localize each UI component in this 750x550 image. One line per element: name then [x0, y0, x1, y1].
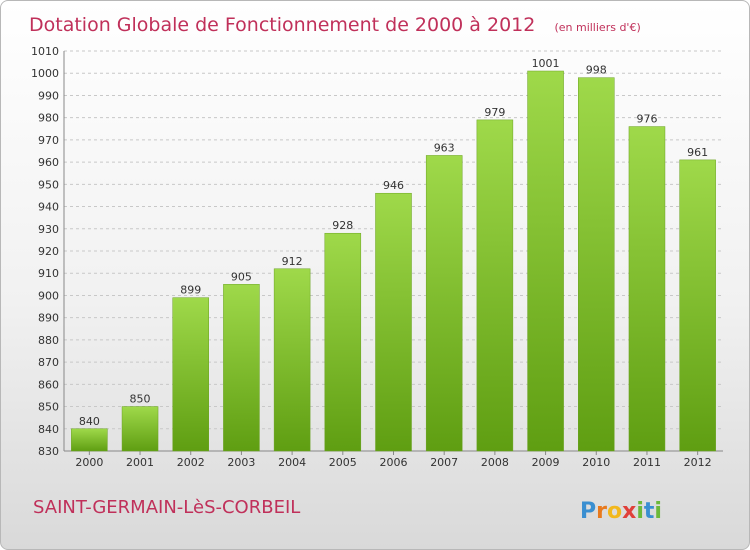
bar-2001 [121, 406, 159, 452]
y-tick-label: 980 [38, 112, 59, 125]
x-tick-label-2003: 2003 [227, 456, 255, 469]
x-tick-label-2010: 2010 [582, 456, 610, 469]
y-tick-label: 1000 [31, 67, 59, 80]
data-label-2012: 961 [687, 146, 708, 159]
data-label-2004: 912 [282, 255, 303, 268]
bar-2000 [71, 428, 108, 452]
proxiti-logo: Proxiti [580, 499, 662, 524]
y-tick-label: 890 [38, 312, 59, 325]
bar-2006 [375, 192, 412, 452]
bar-2002 [172, 297, 209, 452]
y-tick-label: 950 [38, 178, 59, 191]
chart-subtitle: (en milliers d'€) [554, 21, 640, 34]
x-tick-label-2004: 2004 [278, 456, 306, 469]
data-label-2000: 840 [79, 415, 100, 428]
data-label-2006: 946 [383, 179, 404, 192]
bar-2008 [476, 119, 514, 452]
y-tick-label: 940 [38, 201, 59, 214]
y-tick-label: 930 [38, 223, 59, 236]
chart-title-line: Dotation Globale de Fonctionnement de 20… [29, 14, 641, 36]
x-tick-label-2000: 2000 [75, 456, 103, 469]
bar-2012 [679, 159, 716, 452]
bar-2003 [223, 284, 260, 452]
bars [71, 70, 716, 452]
y-tick-label: 970 [38, 134, 59, 147]
data-label-2010: 998 [586, 64, 607, 77]
y-tick-label: 830 [38, 445, 59, 458]
data-label-2008: 979 [484, 106, 505, 119]
y-tick-label: 900 [38, 289, 59, 302]
y-tick-labels: 830 840 850 860 870 880 890 900 910 920 930 940 950 9… [31, 45, 59, 458]
y-tick-label: 960 [38, 156, 59, 169]
data-label-2002: 899 [180, 284, 201, 297]
y-tick-label: 990 [38, 89, 59, 102]
data-labels: 840 850 899 905 912 928 946 963 979 1001 998 976 961 [79, 57, 708, 428]
bar-2009 [527, 70, 564, 452]
y-tick-label: 920 [38, 245, 59, 258]
data-label-2005: 928 [332, 219, 353, 232]
bar-2004 [273, 268, 311, 452]
data-label-2007: 963 [434, 141, 455, 154]
y-tick-label: 860 [38, 378, 59, 391]
data-label-2003: 905 [231, 270, 252, 283]
x-tick-label-2002: 2002 [177, 456, 205, 469]
data-label-2009: 1001 [532, 57, 560, 70]
chart-title: Dotation Globale de Fonctionnement de 20… [29, 14, 535, 36]
y-tick-label: 880 [38, 334, 59, 347]
x-tick-label-2008: 2008 [481, 456, 509, 469]
x-tick-label-2009: 2009 [532, 456, 560, 469]
x-tick-label-2012: 2012 [684, 456, 712, 469]
x-tick-label-2006: 2006 [380, 456, 408, 469]
data-label-2011: 976 [636, 113, 657, 126]
bar-2005 [324, 232, 362, 452]
x-tick-label-2011: 2011 [633, 456, 661, 469]
y-tick-label: 840 [38, 423, 59, 436]
data-label-2001: 850 [130, 393, 151, 406]
x-tick-label-2001: 2001 [126, 456, 154, 469]
y-tick-label: 1010 [31, 45, 59, 58]
y-tick-label: 870 [38, 356, 59, 369]
bar-2007 [425, 155, 463, 452]
bar-2011 [628, 126, 666, 452]
y-tick-label: 850 [38, 401, 59, 414]
bar-2010 [578, 77, 615, 452]
commune-name: SAINT-GERMAIN-LèS-CORBEIL [33, 497, 300, 518]
x-tick-label-2007: 2007 [430, 456, 458, 469]
y-tick-label: 910 [38, 267, 59, 280]
proxiti-logo-text: Proxiti [580, 499, 662, 524]
x-tick-label-2005: 2005 [329, 456, 357, 469]
x-tick-labels: 2000 2001 2002 2003 2004 2005 2006 2007 2008 2009… [75, 456, 711, 469]
